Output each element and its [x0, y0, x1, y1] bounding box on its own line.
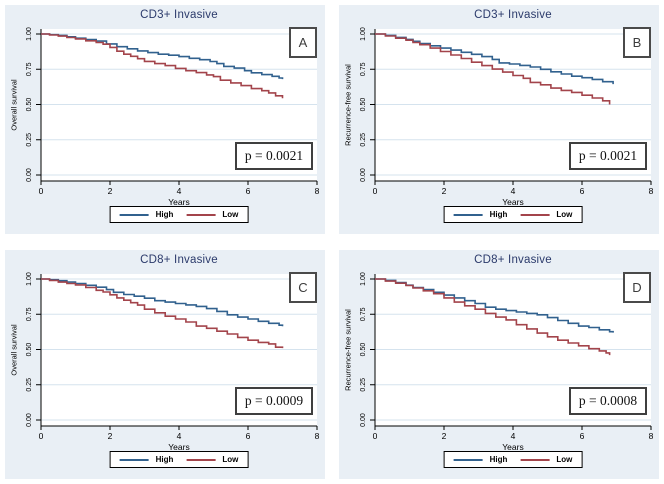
legend-high-label: High — [489, 210, 508, 219]
svg-text:6: 6 — [246, 431, 251, 441]
panel-title: CD8+ Invasive — [140, 254, 218, 266]
low-line-sample — [520, 458, 550, 461]
svg-text:0: 0 — [39, 431, 44, 441]
svg-text:0.25: 0.25 — [26, 133, 33, 147]
svg-text:2: 2 — [108, 186, 113, 196]
panel-title: CD3+ Invasive — [474, 9, 552, 21]
x-axis-label: Years — [168, 197, 190, 207]
svg-text:1.00: 1.00 — [26, 27, 33, 41]
low-line-sample — [186, 213, 216, 216]
legend: High Low — [443, 451, 583, 468]
high-line-sample — [453, 213, 483, 216]
panel-letter-box: D — [623, 272, 651, 303]
low-line-sample — [520, 213, 550, 216]
svg-text:0.00: 0.00 — [360, 168, 367, 182]
svg-text:4: 4 — [177, 431, 182, 441]
legend-low-label: Low — [556, 210, 573, 219]
svg-text:4: 4 — [511, 186, 516, 196]
panel-b-cd3-recurrence-free-survival: 0.00 0.25 0.50 0.75 1.00 0 2 4 6 8 CD3+ Invasive … — [339, 5, 659, 234]
legend: High Low — [443, 206, 583, 223]
legend-high-label: High — [155, 455, 174, 464]
legend: High Low — [109, 451, 249, 468]
legend-low-label: Low — [222, 210, 239, 219]
high-line-sample — [453, 458, 483, 461]
svg-text:0.00: 0.00 — [26, 168, 33, 182]
svg-text:1.00: 1.00 — [26, 272, 33, 286]
x-axis-label: Years — [168, 442, 190, 452]
svg-text:0.25: 0.25 — [26, 378, 33, 392]
p-value-box: p = 0.0009 — [235, 387, 313, 415]
legend-low-label: Low — [222, 455, 239, 464]
svg-text:4: 4 — [511, 431, 516, 441]
svg-text:1.00: 1.00 — [360, 272, 367, 286]
legend: High Low — [109, 206, 249, 223]
panel-d-cd8-recurrence-free-survival: 0.00 0.25 0.50 0.75 1.00 0 2 4 6 8 CD8+ Invasive … — [339, 250, 659, 479]
svg-text:0.75: 0.75 — [26, 62, 33, 76]
svg-text:2: 2 — [108, 431, 113, 441]
svg-text:0.75: 0.75 — [360, 307, 367, 321]
panel-letter-box: B — [623, 27, 651, 58]
panel-title: CD8+ Invasive — [474, 254, 552, 266]
svg-text:6: 6 — [580, 186, 585, 196]
panel-letter-box: C — [289, 272, 317, 303]
y-axis-label: Recurrence-free survival — [343, 64, 353, 146]
legend-high-label: High — [155, 210, 174, 219]
svg-text:0: 0 — [373, 186, 378, 196]
y-axis-label: Recurrence-free survival — [343, 309, 353, 391]
svg-text:0: 0 — [39, 186, 44, 196]
p-value-box: p = 0.0008 — [569, 387, 647, 415]
high-line-sample — [119, 213, 149, 216]
legend-high-label: High — [489, 455, 508, 464]
p-value-box: p = 0.0021 — [235, 142, 313, 170]
svg-text:2: 2 — [442, 431, 447, 441]
svg-text:0.50: 0.50 — [26, 98, 33, 112]
svg-text:6: 6 — [246, 186, 251, 196]
svg-text:0.50: 0.50 — [360, 343, 367, 357]
svg-text:0.50: 0.50 — [26, 343, 33, 357]
panel-c-cd8-overall-survival: 0.00 0.25 0.50 0.75 1.00 0 2 4 6 8 CD8+ Invasive … — [5, 250, 325, 479]
svg-text:8: 8 — [649, 431, 654, 441]
svg-text:6: 6 — [580, 431, 585, 441]
km-plot-a: 0.00 0.25 0.50 0.75 1.00 0 2 4 6 8 — [26, 27, 320, 196]
svg-text:0.50: 0.50 — [360, 98, 367, 112]
x-axis-label: Years — [502, 442, 524, 452]
svg-text:8: 8 — [315, 186, 320, 196]
svg-text:8: 8 — [315, 431, 320, 441]
svg-text:0: 0 — [373, 431, 378, 441]
high-line-sample — [119, 458, 149, 461]
legend-low-label: Low — [556, 455, 573, 464]
panel-letter-box: A — [289, 27, 317, 58]
svg-text:0.00: 0.00 — [360, 413, 367, 427]
y-axis-label: Overall survival — [9, 79, 19, 131]
y-axis-label: Overall survival — [9, 324, 19, 376]
svg-text:0.75: 0.75 — [26, 307, 33, 321]
svg-text:4: 4 — [177, 186, 182, 196]
svg-text:2: 2 — [442, 186, 447, 196]
panel-title: CD3+ Invasive — [140, 9, 218, 21]
svg-text:0.25: 0.25 — [360, 378, 367, 392]
panel-a-cd3-overall-survival: 0.00 0.25 0.50 0.75 1.00 0 2 4 6 8 CD3+ Invasive … — [5, 5, 325, 234]
svg-text:1.00: 1.00 — [360, 27, 367, 41]
svg-text:0.75: 0.75 — [360, 62, 367, 76]
p-value-box: p = 0.0021 — [569, 142, 647, 170]
svg-text:8: 8 — [649, 186, 654, 196]
x-axis-label: Years — [502, 197, 524, 207]
svg-text:0.25: 0.25 — [360, 133, 367, 147]
svg-text:0.00: 0.00 — [26, 413, 33, 427]
low-line-sample — [186, 458, 216, 461]
